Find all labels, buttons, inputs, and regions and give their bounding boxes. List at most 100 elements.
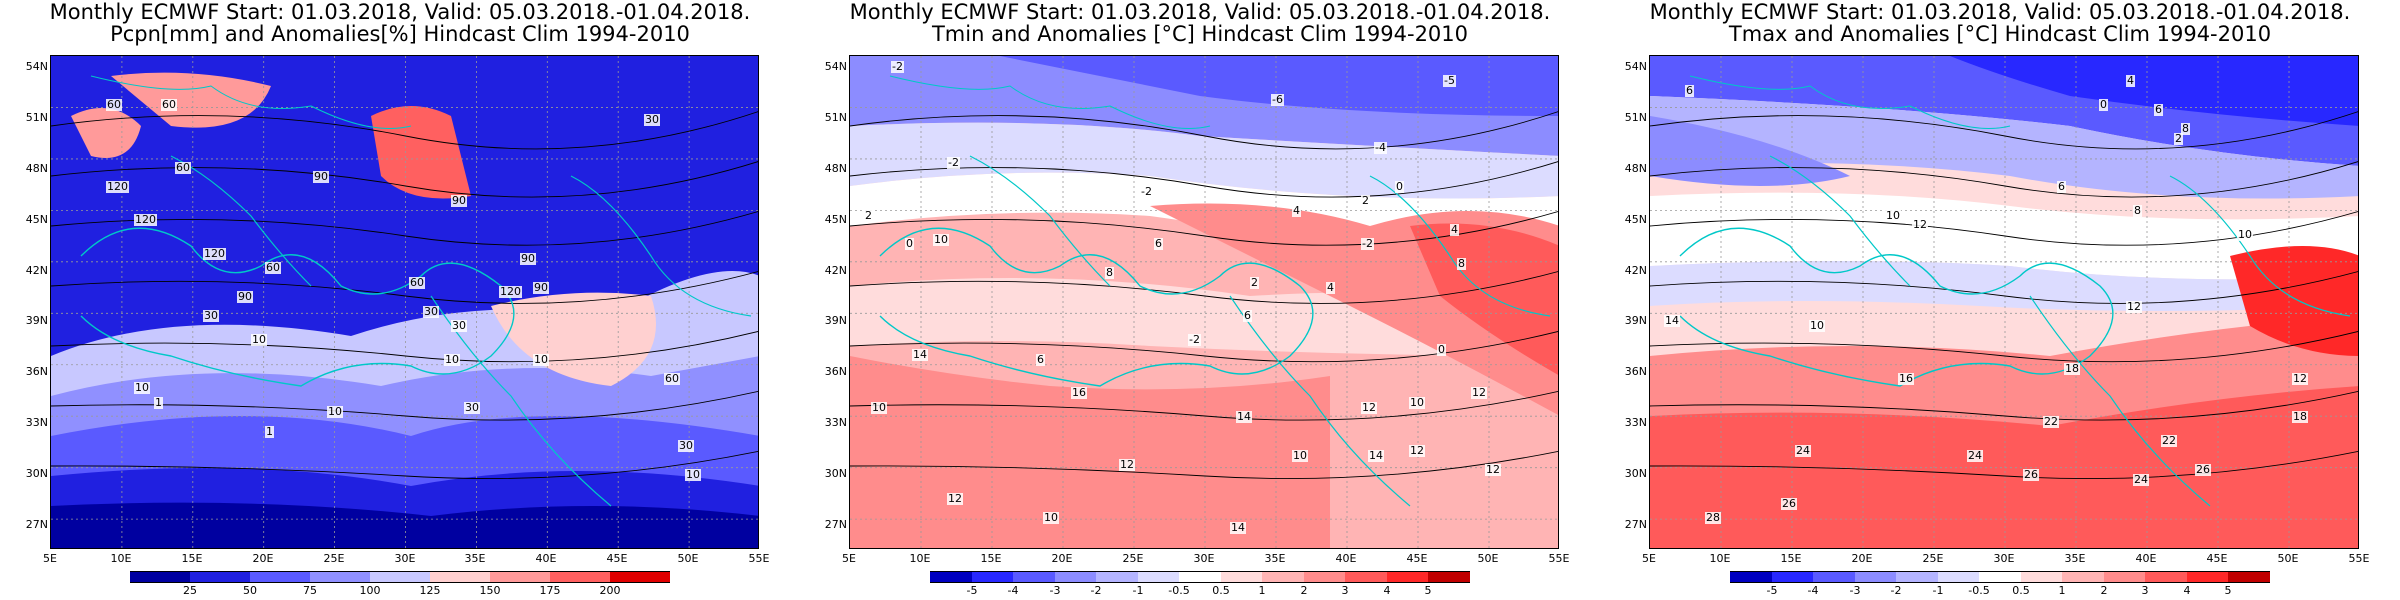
- contour-label: 2: [2174, 132, 2183, 145]
- coastline: [879, 227, 1314, 387]
- colorbar-segment: [1772, 571, 1814, 583]
- contour-label: 10: [1409, 396, 1425, 409]
- lon-tick-label: 25E: [323, 552, 345, 565]
- lon-tick-label: 55E: [2348, 552, 2370, 565]
- lat-tick-label: 39N: [1624, 314, 1647, 327]
- contour-label: 12: [1409, 444, 1425, 457]
- colorbar-label: -0.5: [1968, 584, 1990, 597]
- contour-label: 8: [2133, 204, 2142, 217]
- colorbar-label: 200: [599, 584, 621, 597]
- contour-line: [1650, 271, 2358, 304]
- contour-line: [1650, 161, 2358, 198]
- lon-tick-label: 45E: [2206, 552, 2228, 565]
- colorbar-label: -2: [1890, 584, 1902, 597]
- lon-tick-label: 55E: [1548, 552, 1570, 565]
- colorbar-label: -4: [1007, 584, 1019, 597]
- lon-tick-label: 5E: [43, 552, 57, 565]
- colorbar-label: -1: [1932, 584, 1944, 597]
- contour-label: 22: [2043, 415, 2059, 428]
- anomaly-shade: [850, 172, 1558, 234]
- contour-label: 30: [678, 439, 694, 452]
- colorbar-label: 175: [539, 584, 561, 597]
- anomaly-shade: [51, 502, 758, 548]
- colorbar-segment: [2104, 571, 2146, 583]
- contour-line: [850, 331, 1558, 363]
- contour-label: 10: [1292, 449, 1308, 462]
- contour-label: 90: [237, 290, 253, 303]
- colorbar-label: 50: [243, 584, 257, 597]
- contour-line: [51, 161, 758, 198]
- colorbar-segment: [2021, 571, 2063, 583]
- coastline: [2169, 175, 2351, 317]
- lon-tick-label: 30E: [1993, 552, 2015, 565]
- lon-tick-label: 35E: [464, 552, 486, 565]
- colorbar-label: 0.5: [1212, 584, 1230, 597]
- contour-label: 60: [175, 161, 191, 174]
- contour-label: -4: [1374, 141, 1387, 154]
- contour-label: 2: [1250, 276, 1259, 289]
- lat-tick-label: 30N: [824, 467, 847, 480]
- lat-tick-label: 36N: [824, 365, 847, 378]
- contour-line: [51, 271, 758, 304]
- contour-label: 6: [1154, 237, 1163, 250]
- contour-label: 26: [1781, 497, 1797, 510]
- lon-tick-label: 25E: [1122, 552, 1144, 565]
- contour-label: 28: [1705, 511, 1721, 524]
- lon-tick-label: 5E: [1642, 552, 1656, 565]
- colorbar: [130, 571, 670, 583]
- contour-label: 6: [2057, 180, 2066, 193]
- contour-label: 0: [1437, 343, 1446, 356]
- colorbar-segment: [1345, 571, 1387, 583]
- colorbar-label: 2: [1300, 584, 1308, 597]
- lon-tick-label: 30E: [394, 552, 416, 565]
- lon-tick-label: 10E: [110, 552, 132, 565]
- border-line: [889, 75, 1211, 129]
- colorbar-segment: [490, 571, 550, 583]
- contour-label: 30: [464, 401, 480, 414]
- contour-label: -2: [1361, 237, 1374, 250]
- lat-tick-label: 39N: [824, 314, 847, 327]
- contour-label: 60: [664, 372, 680, 385]
- anomaly-shade: [1000, 56, 1558, 116]
- lon-tick-label: 45E: [606, 552, 628, 565]
- lon-tick-label: 20E: [1851, 552, 1873, 565]
- contour-label: 14: [1236, 410, 1252, 423]
- anomaly-field: [850, 56, 1558, 548]
- lat-tick-label: 54N: [25, 60, 48, 73]
- contour-label: 14: [1230, 521, 1246, 534]
- lat-tick-label: 30N: [1624, 467, 1647, 480]
- contour-label: 60: [106, 98, 122, 111]
- contour-label: 12: [2292, 372, 2308, 385]
- contour-label: 10: [327, 405, 343, 418]
- contour-label: 90: [451, 194, 467, 207]
- lon-tick-label: 5E: [842, 552, 856, 565]
- contour-label: 22: [2161, 434, 2177, 447]
- contour-label: 10: [134, 381, 150, 394]
- colorbar-label: 4: [2183, 584, 2191, 597]
- contour-label: 60: [265, 261, 281, 274]
- panel-title-line2: Tmax and Anomalies [°C] Hindcast Clim 19…: [1728, 22, 2272, 46]
- contour-label: 10: [871, 401, 887, 414]
- colorbar-segment: [930, 571, 972, 583]
- colorbar-segment: [1979, 571, 2021, 583]
- contour-label: 0: [1395, 180, 1404, 193]
- map-panel: Monthly ECMWF Start: 01.03.2018, Valid: …: [800, 0, 1600, 600]
- contour-label: 10: [251, 333, 267, 346]
- lon-tick-label: 15E: [980, 552, 1002, 565]
- colorbar-segment: [1855, 571, 1897, 583]
- contour-line: [1650, 390, 2358, 421]
- lon-tick-label: 50E: [2277, 552, 2299, 565]
- colorbar-label: 75: [303, 584, 317, 597]
- contour-label: 4: [1292, 204, 1301, 217]
- lon-tick-label: 50E: [1477, 552, 1499, 565]
- lat-tick-label: 51N: [25, 111, 48, 124]
- lon-tick-label: 10E: [1709, 552, 1731, 565]
- colorbar-segment: [1179, 571, 1221, 583]
- colorbar-segment: [1387, 571, 1429, 583]
- contour-label: 4: [1326, 281, 1335, 294]
- contour-line: [51, 450, 758, 479]
- colorbar-label: -5: [1766, 584, 1778, 597]
- coastline: [1769, 155, 1911, 287]
- contour-label: 60: [409, 276, 425, 289]
- contour-label: 90: [313, 170, 329, 183]
